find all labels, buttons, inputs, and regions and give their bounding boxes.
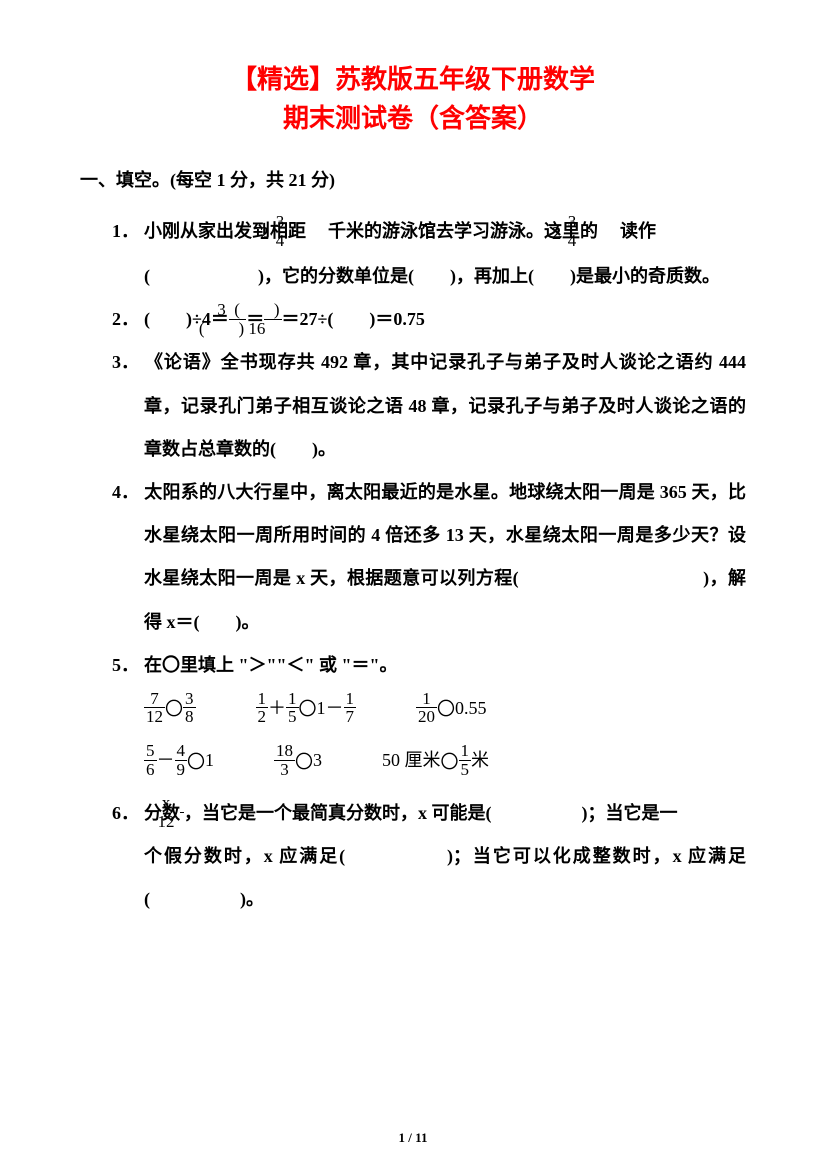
q5-r1-c3: 120〇0.55 bbox=[416, 687, 487, 731]
question-4: 4．太阳系的八大行星中，离太阳最近的是水星。地球绕太阳一周是 365 天，比水星… bbox=[112, 471, 746, 644]
q5-row-2: 56－49〇1 183〇3 50 厘米〇15米 bbox=[144, 739, 746, 783]
q2-number: 2． bbox=[112, 298, 144, 341]
q5-r1-c1: 712〇38 bbox=[144, 687, 196, 731]
title-line-1: 【精选】苏教版五年级下册数学 bbox=[80, 60, 746, 99]
page-number: 1 / 11 bbox=[0, 1130, 826, 1146]
q5-r2-c1: 56－49〇1 bbox=[144, 739, 214, 783]
q3-number: 3． bbox=[112, 341, 144, 384]
fraction: ( )16 bbox=[264, 301, 281, 338]
question-3: 3．《论语》全书现存共 492 章，其中记录孔子与弟子及时人谈论之语约 444 … bbox=[112, 341, 746, 471]
question-1: 1．小刚从家出发到相距 234千米的游泳馆去学习游泳。这里的 234读作 bbox=[112, 210, 746, 255]
question-6: 6．分数x12，当它是一个最简真分数时，x 可能是( )；当它是一 bbox=[112, 792, 746, 835]
question-5: 5．在〇里填上 "＞""＜" 或 "＝"。 bbox=[112, 644, 746, 687]
question-1-cont: ( )，它的分数单位是( )，再加上( )是最小的奇质数。 bbox=[144, 255, 746, 298]
page: 【精选】苏教版五年级下册数学 期末测试卷（含答案） 一、填空。(每空 1 分，共… bbox=[0, 0, 826, 1168]
q5-r2-c2: 183〇3 bbox=[274, 739, 322, 783]
q5-number: 5． bbox=[112, 644, 144, 687]
q5-r2-c3: 50 厘米〇15米 bbox=[382, 739, 489, 783]
q5-row-1: 712〇38 12＋15〇1－17 120〇0.55 bbox=[144, 687, 746, 731]
q5-r1-c2: 12＋15〇1－17 bbox=[256, 687, 357, 731]
q1-number: 1． bbox=[112, 210, 144, 253]
fraction: x12 bbox=[180, 794, 184, 831]
doc-title: 【精选】苏教版五年级下册数学 期末测试卷（含答案） bbox=[80, 60, 746, 138]
title-line-2: 期末测试卷（含答案） bbox=[80, 99, 746, 138]
question-2: 2．( )÷4＝3( )＝( )16＝27÷( )＝0.75 bbox=[112, 298, 746, 341]
q6-number: 6． bbox=[112, 792, 144, 835]
q4-number: 4． bbox=[112, 471, 144, 514]
section-1-heading: 一、填空。(每空 1 分，共 21 分) bbox=[80, 166, 746, 192]
question-6-cont: 个假分数时，x 应满足( )；当它可以化成整数时，x 应满足( )。 bbox=[144, 835, 746, 921]
